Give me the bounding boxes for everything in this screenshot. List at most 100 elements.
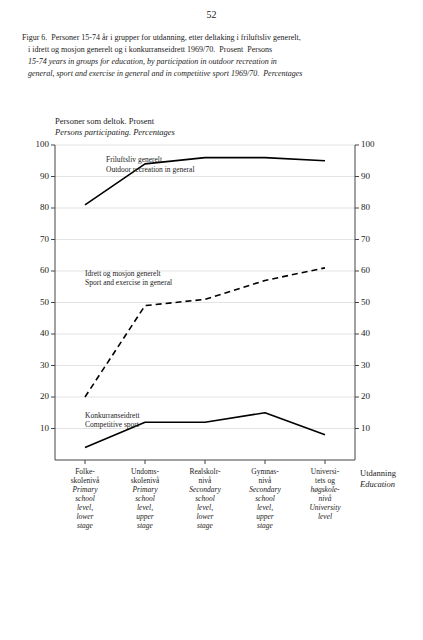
x-tick-label: school bbox=[255, 494, 275, 503]
x-tick-label: school bbox=[135, 494, 155, 503]
x-tick-label: level, bbox=[197, 503, 213, 512]
x-tick-label: stage bbox=[257, 521, 274, 530]
y2-tick-label: 80 bbox=[361, 202, 371, 212]
x-tick-label: nivå bbox=[259, 476, 273, 485]
x-tick-label: Gymnas- bbox=[251, 467, 279, 476]
x-tick bbox=[145, 460, 146, 464]
x-tick bbox=[265, 460, 266, 464]
y2-tick-label: 70 bbox=[361, 234, 371, 244]
y-tick-label: 50 bbox=[40, 297, 50, 307]
y-tick bbox=[51, 302, 55, 303]
series-line bbox=[85, 268, 325, 397]
y2-tick-label: 50 bbox=[361, 297, 371, 307]
annotation: Idrett og mosjon generelt bbox=[85, 269, 162, 278]
x-tick-label: stage bbox=[137, 521, 154, 530]
chart: 52 Figur 6. Personer 15-74 år i grupper f… bbox=[0, 0, 423, 640]
grid-line bbox=[55, 302, 355, 303]
y2-tick-label: 90 bbox=[361, 171, 371, 181]
x-tick-label: skolenivå bbox=[131, 476, 160, 485]
series-line bbox=[85, 158, 325, 205]
y2-tick bbox=[355, 428, 359, 429]
x-tick-label: høgskole- bbox=[310, 485, 340, 494]
y-tick bbox=[51, 239, 55, 240]
grid-line bbox=[55, 208, 355, 209]
y2-tick bbox=[355, 176, 359, 177]
annotation: Sport and exercise in general bbox=[85, 278, 172, 287]
y-tick-label: 80 bbox=[40, 202, 50, 212]
y2-tick bbox=[355, 334, 359, 335]
x-tick-label: tets og bbox=[315, 476, 335, 485]
x-axis-label: Education bbox=[359, 479, 395, 489]
x-tick bbox=[205, 460, 206, 464]
y2-tick bbox=[355, 365, 359, 366]
y-tick bbox=[51, 428, 55, 429]
y2-tick bbox=[355, 145, 359, 146]
x-tick-label: level, bbox=[77, 503, 93, 512]
x-tick-label: stage bbox=[77, 521, 94, 530]
y-tick-label: 40 bbox=[40, 328, 50, 338]
grid-line bbox=[55, 145, 355, 146]
x-tick-label: Folke- bbox=[75, 467, 95, 476]
y2-tick-label: 10 bbox=[361, 423, 371, 433]
grid-line bbox=[55, 365, 355, 366]
y2-tick-label: 20 bbox=[361, 391, 371, 401]
y2-tick bbox=[355, 397, 359, 398]
y2-tick-label: 60 bbox=[361, 265, 371, 275]
y-tick-label: 70 bbox=[40, 234, 50, 244]
y-tick bbox=[51, 334, 55, 335]
y-tick-label: 90 bbox=[40, 171, 50, 181]
y2-tick-label: 100 bbox=[361, 139, 375, 149]
y2-axis-line bbox=[355, 145, 356, 460]
x-tick-label: Secondary bbox=[189, 485, 221, 494]
y-tick bbox=[51, 176, 55, 177]
x-tick-label: Realskolr- bbox=[189, 467, 221, 476]
title: i idrett og mosjon generelt og i konkurr… bbox=[22, 45, 272, 54]
x-tick bbox=[85, 460, 86, 464]
x-tick-label: upper bbox=[256, 512, 274, 521]
y-tick bbox=[51, 208, 55, 209]
x-tick-label: stage bbox=[197, 521, 214, 530]
x-tick-label: Universi- bbox=[311, 467, 340, 476]
x-tick-label: Secondary bbox=[249, 485, 281, 494]
y2-tick bbox=[355, 271, 359, 272]
annotation: Konkurranseidrett bbox=[85, 411, 140, 420]
y2-tick bbox=[355, 208, 359, 209]
title: Figur 6. Personer 15-74 år i grupper for… bbox=[22, 33, 301, 42]
y-tick-label: 10 bbox=[40, 423, 50, 433]
y-axis-label: Personer som deltok. Prosent bbox=[55, 116, 155, 126]
y-tick bbox=[51, 145, 55, 146]
y-tick-label: 60 bbox=[40, 265, 50, 275]
page-number: 52 bbox=[207, 9, 217, 20]
y2-tick bbox=[355, 239, 359, 240]
y2-tick-label: 30 bbox=[361, 360, 371, 370]
x-tick-label: Primary bbox=[132, 485, 159, 494]
x-tick-label: lower bbox=[76, 512, 93, 521]
x-tick-label: nivå bbox=[199, 476, 213, 485]
title: 15-74 years in groups for education, by … bbox=[22, 57, 277, 66]
y-tick bbox=[51, 397, 55, 398]
x-tick bbox=[325, 460, 326, 464]
x-tick-label: Undoms- bbox=[131, 467, 159, 476]
x-tick-label: University bbox=[309, 503, 341, 512]
x-tick-label: lower bbox=[196, 512, 213, 521]
plot-area bbox=[85, 158, 325, 448]
y2-tick bbox=[355, 302, 359, 303]
y2-tick-label: 40 bbox=[361, 328, 371, 338]
x-axis-label: Utdanning bbox=[360, 468, 397, 478]
y-tick bbox=[51, 365, 55, 366]
x-tick-label: school bbox=[75, 494, 95, 503]
grid-line bbox=[55, 397, 355, 398]
y-axis-line bbox=[55, 145, 56, 460]
x-tick-label: upper bbox=[136, 512, 154, 521]
y-tick-label: 20 bbox=[40, 391, 50, 401]
grid-line bbox=[55, 176, 355, 177]
annotation: Friluftsliv generelt bbox=[106, 155, 163, 164]
x-tick-label: level, bbox=[257, 503, 273, 512]
x-tick-label: Primary bbox=[72, 485, 99, 494]
title: general, sport and exercise in general a… bbox=[22, 69, 302, 78]
annotation: Competitive sport bbox=[85, 420, 140, 429]
grid-line bbox=[55, 334, 355, 335]
y-tick bbox=[51, 271, 55, 272]
x-tick-label: school bbox=[195, 494, 215, 503]
x-tick-label: level bbox=[318, 512, 332, 521]
